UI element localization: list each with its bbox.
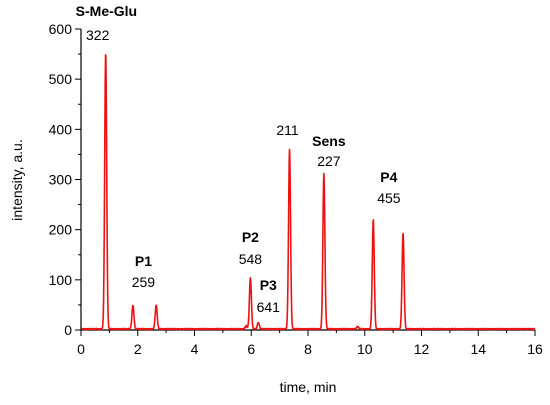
y-tick-label: 100 <box>49 272 73 288</box>
peak-name-label: S-Me-Glu <box>76 3 137 19</box>
x-tick-label: 10 <box>357 341 373 357</box>
y-tick-label: 500 <box>49 71 73 87</box>
peak-name-label: P1 <box>135 253 152 269</box>
annotation-layer: S-Me-Glu 322 P1 259 P2 548 P3 641 211 Sens 227 P4 45… <box>76 3 401 315</box>
x-tick-label: 2 <box>134 341 142 357</box>
x-axis-title: time, min <box>280 379 337 395</box>
peak-mass-label: 259 <box>132 274 156 290</box>
peak-name-label: P3 <box>260 277 277 293</box>
y-axis-title: intensity, a.u. <box>9 139 25 220</box>
x-tick-label: 0 <box>77 341 85 357</box>
series-line <box>80 53 536 331</box>
x-tick-label: 4 <box>191 341 199 357</box>
peak-mass-label: 322 <box>86 27 110 43</box>
y-tick-label: 0 <box>64 322 72 338</box>
x-tick-label: 6 <box>247 341 255 357</box>
peak-mass-label: 548 <box>239 251 263 267</box>
axes: 0 2 4 6 8 10 12 14 16 0 100 200 300 400 500 600 <box>49 21 543 357</box>
peak-mass-label: 641 <box>257 299 281 315</box>
x-tick-label: 14 <box>470 341 486 357</box>
peak-mass-label: 211 <box>276 122 299 138</box>
peak-mass-label: 227 <box>317 153 341 169</box>
y-tick-label: 400 <box>49 121 73 137</box>
peak-name-label: Sens <box>312 133 346 149</box>
peak-name-label: P2 <box>242 229 259 245</box>
x-tick-label: 16 <box>527 341 543 357</box>
y-tick-label: 200 <box>49 222 73 238</box>
y-tick-label: 300 <box>49 172 73 188</box>
trace-layer <box>80 53 536 331</box>
x-tick-label: 8 <box>304 341 312 357</box>
x-tick-label: 12 <box>414 341 430 357</box>
y-tick-label: 600 <box>49 21 73 37</box>
peak-mass-label: 455 <box>377 190 401 206</box>
peak-name-label: P4 <box>380 169 397 185</box>
